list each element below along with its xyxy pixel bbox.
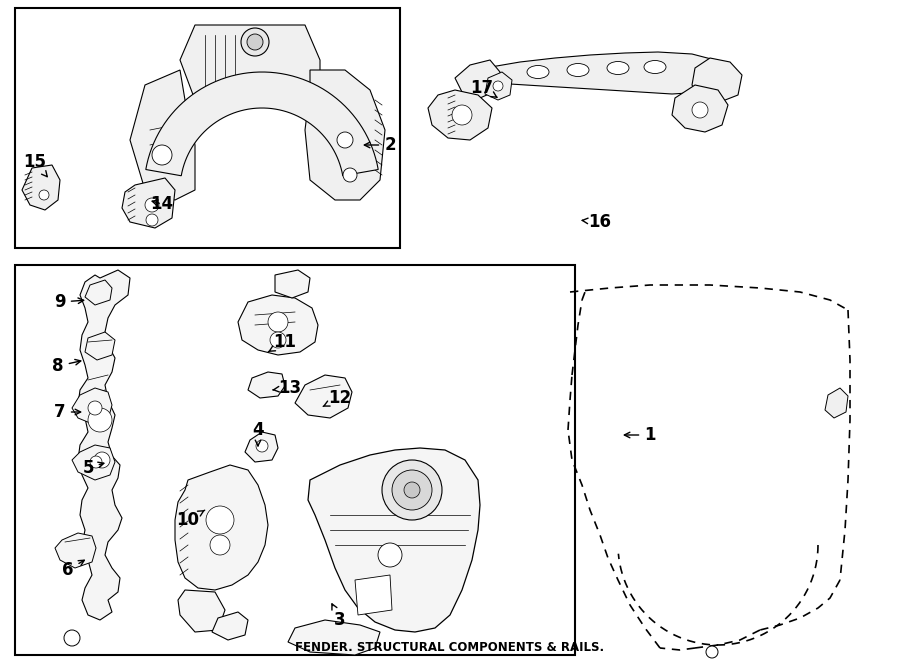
Text: 1: 1	[625, 426, 656, 444]
Circle shape	[270, 332, 286, 348]
Polygon shape	[295, 375, 352, 418]
Text: 4: 4	[252, 421, 264, 446]
Text: 16: 16	[582, 213, 611, 231]
Polygon shape	[672, 85, 728, 132]
Text: 15: 15	[23, 153, 48, 177]
Circle shape	[88, 408, 112, 432]
Polygon shape	[248, 372, 285, 398]
Text: 7: 7	[54, 403, 81, 421]
Circle shape	[90, 456, 102, 468]
Polygon shape	[238, 295, 318, 355]
Ellipse shape	[644, 60, 666, 73]
Polygon shape	[825, 388, 848, 418]
Text: 5: 5	[82, 459, 104, 477]
Polygon shape	[428, 90, 492, 140]
Polygon shape	[355, 575, 392, 615]
Circle shape	[152, 145, 172, 165]
Ellipse shape	[567, 64, 589, 77]
Polygon shape	[122, 178, 175, 228]
Circle shape	[337, 132, 353, 148]
Polygon shape	[72, 388, 112, 425]
Text: 8: 8	[52, 357, 81, 375]
Circle shape	[146, 214, 158, 226]
Polygon shape	[130, 70, 195, 200]
Text: 6: 6	[62, 560, 85, 579]
Ellipse shape	[607, 62, 629, 75]
Polygon shape	[275, 270, 310, 298]
Text: 12: 12	[323, 389, 352, 407]
Polygon shape	[245, 432, 278, 462]
Polygon shape	[72, 445, 115, 480]
Polygon shape	[55, 533, 96, 568]
Polygon shape	[455, 60, 500, 98]
Circle shape	[343, 168, 357, 182]
Polygon shape	[308, 448, 480, 632]
Bar	[15, 265, 575, 655]
Circle shape	[88, 401, 102, 415]
Polygon shape	[288, 620, 380, 655]
Circle shape	[404, 482, 420, 498]
Circle shape	[378, 543, 402, 567]
Circle shape	[268, 312, 288, 332]
Text: 3: 3	[332, 604, 346, 629]
Circle shape	[210, 535, 230, 555]
Circle shape	[206, 506, 234, 534]
Circle shape	[94, 452, 110, 468]
Polygon shape	[175, 465, 268, 590]
Circle shape	[39, 190, 49, 200]
Circle shape	[64, 630, 80, 646]
Polygon shape	[692, 58, 742, 102]
Text: 2: 2	[364, 136, 396, 154]
Bar	[15, 8, 400, 248]
Polygon shape	[485, 72, 512, 100]
Text: FENDER. STRUCTURAL COMPONENTS & RAILS.: FENDER. STRUCTURAL COMPONENTS & RAILS.	[295, 641, 605, 654]
Polygon shape	[212, 612, 248, 640]
Text: 13: 13	[273, 379, 302, 397]
Circle shape	[392, 470, 432, 510]
Circle shape	[706, 646, 718, 658]
Circle shape	[247, 34, 263, 50]
Polygon shape	[85, 280, 112, 305]
Ellipse shape	[527, 66, 549, 79]
Polygon shape	[146, 72, 378, 175]
Circle shape	[452, 105, 472, 125]
Polygon shape	[78, 270, 130, 620]
Polygon shape	[85, 332, 115, 360]
Circle shape	[382, 460, 442, 520]
Text: 10: 10	[176, 510, 204, 529]
Polygon shape	[180, 25, 320, 100]
Circle shape	[256, 440, 268, 452]
Circle shape	[692, 102, 708, 118]
Circle shape	[241, 28, 269, 56]
Circle shape	[493, 81, 503, 91]
Polygon shape	[178, 590, 225, 632]
Text: 9: 9	[54, 293, 84, 311]
Text: 11: 11	[268, 333, 296, 352]
Circle shape	[145, 198, 159, 212]
Polygon shape	[480, 52, 722, 94]
Text: 14: 14	[150, 195, 174, 213]
Text: 17: 17	[471, 79, 497, 97]
Polygon shape	[22, 165, 60, 210]
Polygon shape	[305, 70, 385, 200]
